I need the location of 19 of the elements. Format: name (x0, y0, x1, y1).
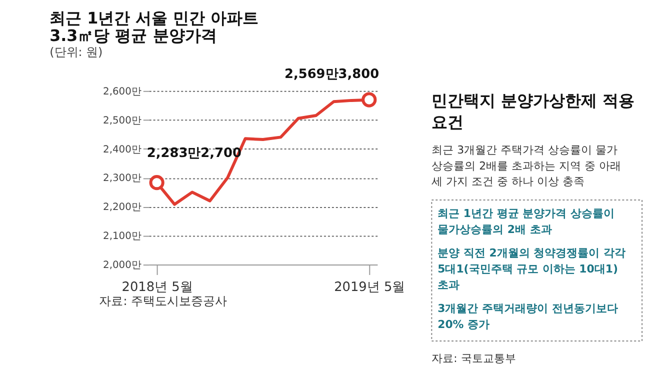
chart-subtitle: (단위: 원) (50, 45, 103, 60)
text: 자료: 주택도시보증공사 (99, 294, 228, 308)
text: 3개월간 주택거래량이 전년동기보다 20% 증가 (438, 302, 618, 332)
text: 분양 직전 2개월의 청약경쟁률이 각각 5대1(국민주택 규모 이하는 10대1) 초과 (438, 246, 626, 292)
text: 자료: 국토교통부 (432, 352, 516, 365)
annotation: 2,569만3,800 (284, 66, 380, 82)
y-tick-label: 2,600만 (103, 86, 142, 98)
x-tick-label: 2019년 5월 (334, 280, 406, 295)
y-tick-label: 2,100만 (103, 231, 142, 242)
y-tick-label: 2,200만 (103, 202, 142, 214)
text: 최근 1년간 평균 분양가격 상승률이 물가상승률의 2배 초과 (438, 206, 614, 236)
x-tick-label: 2018년 5월 (122, 280, 193, 295)
y-tick-label: 2,400만 (103, 144, 142, 156)
y-tick-label: 2,300만 (103, 173, 142, 184)
text: 최근 3개월간 주택가격 상승률이 물가 상승률의 2배를 초과하는 지역 중 아래 세 가지 조건 중 하나 이상 충족 (432, 143, 621, 188)
y-tick-label: 2,500만 (103, 115, 142, 126)
text: 민간택지 분양가상한제 적용 요건 (432, 90, 635, 132)
chart-title: 최근 1년간 서울 민간 아파트 3.3㎡당 평균 분양가격 (50, 8, 259, 46)
y-tick-label: 2,000만 (103, 260, 142, 272)
